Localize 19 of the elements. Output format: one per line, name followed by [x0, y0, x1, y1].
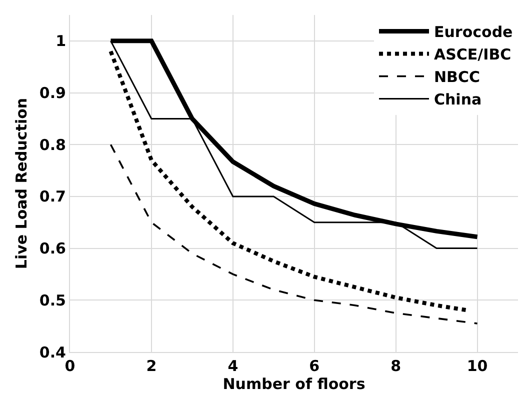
y-tick-label: 0.9: [39, 84, 66, 102]
y-tick-label: 0.8: [39, 136, 66, 154]
y-tick-label: 0.6: [39, 240, 66, 258]
x-tick-label: 4: [228, 357, 238, 375]
legend-label: NBCC: [434, 68, 480, 86]
y-axis-title: Live Load Reduction: [12, 98, 31, 270]
x-tick-label: 8: [390, 357, 402, 375]
x-tick-label: 6: [309, 357, 320, 375]
y-tick-label: 0.5: [39, 291, 66, 310]
legend-label: Eurocode: [434, 23, 513, 42]
legend-label: China: [434, 90, 482, 109]
x-tick-label: 2: [146, 357, 157, 375]
y-tick-label: 1: [56, 32, 66, 50]
y-tick-label: 0.4: [39, 343, 66, 362]
x-axis-title: Number of floors: [222, 375, 366, 393]
x-tick-label: 0: [64, 357, 76, 375]
x-tick-label: 10: [466, 357, 488, 375]
y-tick-label: 0.7: [39, 188, 66, 206]
legend-label: ASCE/IBC: [434, 46, 512, 64]
